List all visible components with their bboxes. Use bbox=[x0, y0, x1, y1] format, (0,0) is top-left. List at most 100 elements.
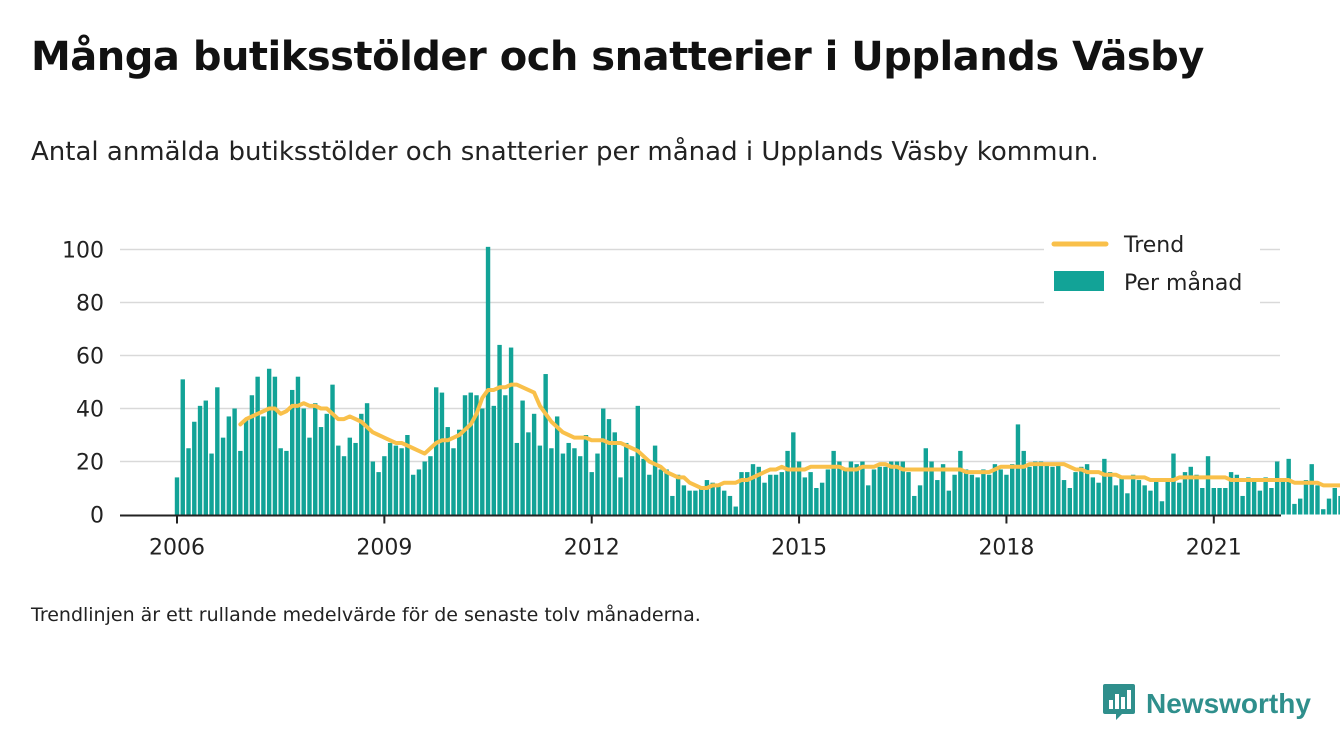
bar bbox=[727, 495, 733, 515]
bar bbox=[554, 416, 560, 515]
y-tick-label: 0 bbox=[90, 504, 104, 529]
bar bbox=[1096, 482, 1101, 515]
bar bbox=[468, 392, 473, 515]
x-tick-label: 2006 bbox=[149, 536, 205, 561]
bar bbox=[929, 461, 934, 515]
bar-series bbox=[174, 246, 1340, 515]
bar bbox=[595, 453, 600, 515]
brand: Newsworthy bbox=[1102, 682, 1311, 726]
bar bbox=[819, 482, 825, 515]
bar bbox=[716, 485, 721, 515]
bar bbox=[1090, 477, 1096, 515]
bar bbox=[428, 456, 433, 515]
bar bbox=[658, 469, 664, 515]
bar bbox=[1223, 488, 1228, 515]
bar bbox=[1292, 503, 1297, 515]
legend-bar-label: Per månad bbox=[1124, 270, 1242, 296]
bar bbox=[1033, 461, 1038, 515]
bar bbox=[560, 453, 566, 515]
bar bbox=[514, 442, 520, 515]
bar bbox=[457, 429, 462, 515]
bar bbox=[382, 456, 387, 515]
bar bbox=[814, 488, 819, 515]
bar bbox=[266, 368, 272, 515]
bar bbox=[958, 450, 963, 515]
legend: Trend Per månad bbox=[1044, 224, 1260, 306]
bar bbox=[1130, 474, 1136, 515]
bar bbox=[215, 387, 220, 515]
bar bbox=[1332, 488, 1337, 515]
bar bbox=[1315, 485, 1320, 515]
bar bbox=[629, 456, 635, 515]
bar bbox=[1148, 490, 1153, 515]
bar bbox=[923, 448, 928, 515]
bar bbox=[174, 477, 180, 515]
bar bbox=[445, 427, 450, 515]
bar bbox=[722, 490, 727, 515]
bar bbox=[946, 490, 952, 515]
bar bbox=[1177, 482, 1182, 515]
y-tick-label: 80 bbox=[76, 292, 104, 317]
bar bbox=[745, 472, 750, 515]
bar bbox=[434, 387, 439, 515]
bar bbox=[917, 485, 923, 515]
bar bbox=[837, 461, 842, 515]
bar bbox=[1010, 464, 1015, 515]
x-tick-label: 2018 bbox=[978, 536, 1034, 561]
bar bbox=[416, 469, 422, 515]
bar bbox=[935, 480, 940, 515]
bar bbox=[272, 376, 278, 515]
bar bbox=[180, 379, 185, 515]
bar bbox=[537, 445, 543, 515]
bar bbox=[399, 448, 404, 515]
bar bbox=[347, 437, 352, 515]
bar bbox=[197, 405, 203, 515]
bar bbox=[963, 469, 969, 515]
bar bbox=[1194, 474, 1199, 515]
x-tick-label: 2012 bbox=[564, 536, 620, 561]
bar bbox=[1073, 472, 1078, 515]
bar bbox=[871, 469, 877, 515]
bar bbox=[652, 445, 658, 515]
x-tick-label: 2015 bbox=[771, 536, 827, 561]
bar bbox=[1309, 464, 1314, 515]
bar bbox=[526, 432, 531, 515]
bar bbox=[618, 477, 623, 515]
bar bbox=[359, 413, 364, 515]
bar bbox=[675, 474, 681, 515]
bar bbox=[341, 456, 347, 515]
y-tick-label: 20 bbox=[76, 451, 104, 476]
bar bbox=[186, 448, 191, 515]
bar bbox=[1021, 450, 1026, 515]
bar bbox=[785, 450, 790, 515]
bar bbox=[474, 395, 479, 515]
x-tick-label: 2009 bbox=[356, 536, 412, 561]
bar bbox=[1113, 485, 1119, 515]
bar bbox=[301, 408, 306, 515]
bar bbox=[578, 456, 583, 515]
bar bbox=[439, 392, 445, 515]
bar bbox=[698, 488, 704, 515]
bar bbox=[226, 416, 232, 515]
bar bbox=[693, 490, 698, 515]
bar bbox=[410, 474, 416, 515]
bar bbox=[353, 442, 358, 515]
bar bbox=[848, 461, 854, 515]
bar bbox=[220, 437, 226, 515]
bar bbox=[255, 376, 260, 515]
bar bbox=[1038, 461, 1044, 515]
bar bbox=[624, 442, 629, 515]
bar bbox=[825, 469, 831, 515]
bar bbox=[1084, 464, 1090, 515]
bar bbox=[986, 474, 992, 515]
bar bbox=[243, 419, 249, 515]
bar bbox=[1211, 488, 1216, 515]
bar bbox=[1251, 480, 1257, 515]
bar bbox=[1154, 480, 1159, 515]
bar bbox=[802, 477, 808, 515]
bar bbox=[1274, 461, 1280, 515]
bar bbox=[796, 461, 802, 515]
bar bbox=[238, 450, 243, 515]
bar bbox=[232, 408, 237, 515]
